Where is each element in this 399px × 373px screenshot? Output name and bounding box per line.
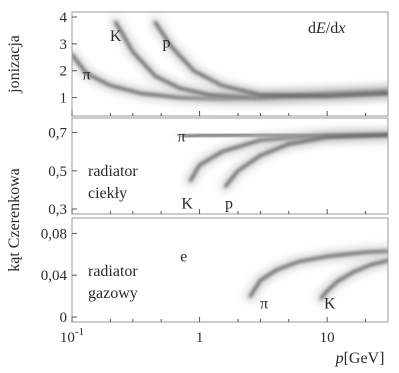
- x-axis-label: p[GeV]: [335, 350, 385, 367]
- band-gas-K: [319, 259, 388, 300]
- panel-dedx-title: dE/dx: [308, 20, 345, 37]
- ytick-label: 0,7: [48, 126, 67, 142]
- ytick-label: 0: [60, 310, 68, 326]
- xtick-label: 1: [196, 330, 204, 346]
- ytick-label: 0,3: [48, 202, 67, 218]
- particle-label-liquid: p: [225, 195, 233, 212]
- ytick-label: 0,08: [41, 226, 67, 242]
- panel-frames: [71, 11, 389, 323]
- particle-label-dedx: p: [162, 35, 170, 52]
- xtick-label: 10-1: [60, 326, 84, 346]
- panel-liquid-text: ciekły: [88, 185, 127, 202]
- panel-liquid-frame: [71, 117, 389, 215]
- particle-label-gas: π: [260, 295, 268, 312]
- ytick-label: 0,04: [41, 268, 68, 284]
- panel-liquid-text: radiator: [88, 163, 138, 180]
- panel-dedx-ylabel: jonizacja: [6, 35, 23, 94]
- particle-label-gas: K: [324, 295, 336, 312]
- ticks-layer: 1 2 3 4 0,3 0,5 0,7 0 0,04 0,08: [41, 10, 367, 326]
- shared-ylabel: kąt Czerenkowa: [6, 168, 23, 272]
- particle-label-dedx: π: [82, 67, 90, 84]
- particle-label-liquid: π: [177, 128, 185, 145]
- particle-label-liquid: K: [181, 195, 193, 212]
- panel-gas-bands: [177, 242, 388, 305]
- panel-dedx-bands: [72, 16, 388, 105]
- band-dedx-p: [153, 20, 388, 98]
- ytick-label: 1: [60, 91, 68, 107]
- bands-layer: [72, 16, 388, 305]
- labels-layer: π K p dE/dx jonizacja π K p radiator ciekły e π Krad…: [6, 20, 384, 367]
- particle-label-dedx: K: [110, 28, 122, 45]
- ytick-label: 3: [60, 37, 68, 53]
- ytick-label: 0,5: [48, 164, 67, 180]
- ytick-label: 2: [60, 64, 68, 80]
- panel-gas-text: radiator: [88, 263, 138, 280]
- panel-liquid-bands: [177, 128, 388, 193]
- panel-gas-frame: [71, 217, 389, 323]
- band-gas-π: [248, 249, 388, 298]
- panel-gas-text: gazowy: [88, 285, 138, 302]
- particle-label-gas: e: [180, 248, 187, 265]
- band-liquid-p: [224, 133, 388, 188]
- xtick-label: 10: [320, 330, 335, 346]
- band-halo-gas: [315, 254, 388, 305]
- ytick-label: 4: [60, 10, 68, 26]
- panel-dedx-frame: [71, 11, 389, 117]
